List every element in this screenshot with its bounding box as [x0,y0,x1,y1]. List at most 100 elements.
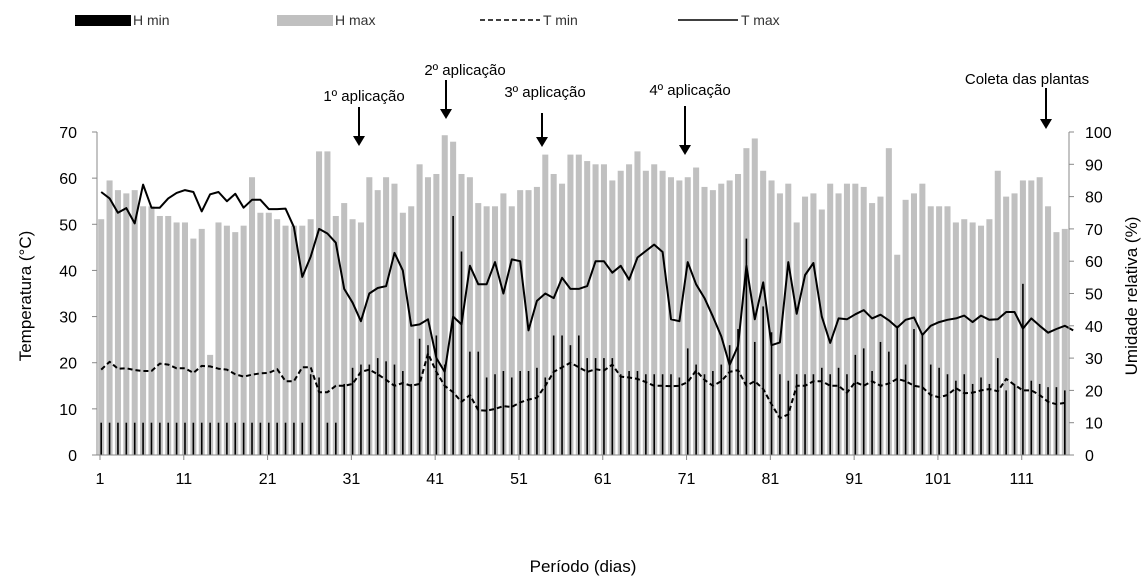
h-min-bar [301,422,304,455]
h-min-bar [846,374,848,455]
h-max-bar [533,186,540,455]
h-max-bar [852,183,859,455]
h-max-bar [542,154,549,456]
legend-item-t-min: T min [480,12,578,28]
h-min-bar [787,380,790,455]
h-min-bar [854,354,857,455]
h-max-bar [877,196,884,455]
annotation-arrow-head [440,109,452,119]
h-max-bar [299,225,306,455]
h-max-bar [433,173,440,456]
y-left-tick-label: 30 [59,310,77,327]
h-min-bar [888,351,890,455]
h-min-bar [737,329,739,455]
t-min-line [100,352,1065,420]
y-axis-left-title: Temperatura (°C) [16,231,35,362]
h-max-bar [316,151,323,455]
annotation-arrow-head [679,145,691,155]
h-min-bar [552,335,555,455]
h-max-bar [223,225,230,455]
legend-item-t-max: T max [678,12,780,28]
h-min-bar [1022,283,1024,455]
h-max-bar [567,154,574,456]
h-max-bar [383,177,390,455]
x-tick-label: 71 [678,471,696,488]
h-min-bar [284,422,287,455]
h-max-bar [927,206,934,455]
h-max-bar [768,180,775,455]
h-max-bar [693,167,700,455]
h-min-bar [276,422,278,455]
x-tick-label: 21 [259,471,277,488]
h-max-bar [885,148,892,455]
h-max-bar [500,193,507,455]
y-left-tick-label: 20 [59,356,77,373]
h-min-bar [469,351,471,455]
h-max-bar [1036,177,1043,455]
h-max-bar [140,206,147,455]
h-min-bar [871,371,873,455]
h-max-bar [735,173,742,456]
x-tick-label: 101 [925,471,952,488]
h-max-bar [969,222,976,455]
h-max-bar [550,173,557,456]
h-min-bar [745,238,748,455]
h-max-bar [492,206,499,455]
h-min-bar [703,374,706,455]
h-min-bar [142,422,144,455]
h-min-bar [335,422,337,455]
h-max-bar [517,190,524,455]
legend-label-h-min: H min [133,12,170,28]
h-min-bar [988,383,991,455]
h-max-bar [978,225,985,455]
h-min-bar [804,374,806,455]
h-max-bar [181,222,188,455]
x-tick-label: 111 [1010,471,1034,488]
h-max-bar [282,225,289,455]
h-min-bar [720,364,723,455]
y-right-tick-label: 10 [1085,416,1103,433]
h-max-bar [424,177,431,455]
y-right-tick-label: 60 [1085,254,1103,271]
h-min-bar [242,422,245,455]
h-min-bar [544,377,547,455]
h-max-bar [626,164,633,456]
h-max-bar [341,203,348,455]
h-max-bar [416,164,423,456]
h-min-bar [762,306,764,455]
h-min-bar [150,422,153,455]
annotations: 1º aplicação 2º aplicação 3º aplicação 4º a… [323,62,1089,155]
h-max-bar [575,154,582,456]
h-max-bar [994,170,1001,455]
y-left-tick-label: 60 [59,171,77,188]
h-max-bar [466,177,473,455]
h-min-bar [946,374,949,455]
h-min-bar [569,345,572,455]
h-min-bar [477,351,480,455]
h-min-bar [904,364,907,455]
h-max-bar [357,222,364,455]
h-min-bar [971,383,974,455]
h-max-bar [1003,196,1010,455]
h-min-bar [402,371,404,455]
x-tick-label: 51 [510,471,528,488]
h-max-bar [1061,228,1068,455]
h-max-bar [802,196,809,455]
h-min-bar [619,374,622,455]
h-min-bar [561,335,563,455]
h-min-bar [234,422,237,455]
x-tick-label: 91 [845,471,863,488]
h-min-bar [209,422,211,455]
h-max-bar [332,215,339,455]
h-max-bar [986,219,993,455]
h-min-bar [435,335,438,455]
h-max-bar [114,190,121,455]
legend-item-h-min: H min [75,12,170,28]
h-max-bar [156,215,163,455]
h-min-bar [368,364,371,455]
h-max-bar [634,151,641,455]
h-max-bar [709,190,716,455]
y-left-tick-label: 10 [59,402,77,419]
h-min-bar [661,374,664,455]
